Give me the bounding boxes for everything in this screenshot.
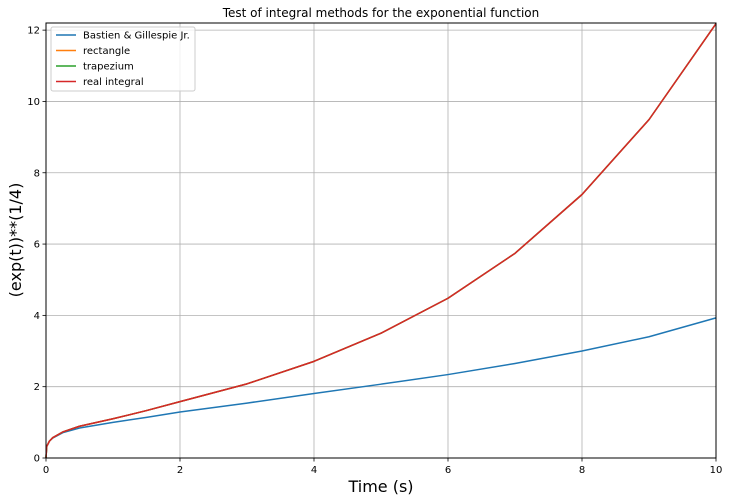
plot-frame [45,22,717,459]
x-tick-label: 10 [710,465,723,476]
y-tick-label: 2 [34,382,40,393]
legend-items: Bastien & Gillespie Jr. rectangle trapeziu… [56,31,190,88]
y-axis-label: (exp(t))**(1/4) [6,183,25,298]
legend-label-2: trapezium [83,62,134,73]
legend-box [50,26,196,92]
legend-label-3: real integral [83,77,144,88]
x-tick-label: 2 [177,465,183,476]
chart-title: Test of integral methods for the exponen… [222,6,540,20]
series-line-3 [45,23,717,459]
series-lines [45,23,717,459]
x-tick-label: 4 [311,465,317,476]
y-tick-label: 6 [34,240,40,251]
y-tick-label: 10 [27,97,40,108]
y-tick-label: 8 [34,168,40,179]
x-tick-label: 6 [445,465,451,476]
x-axis-ticks: 0 2 4 6 8 10 [43,458,723,476]
y-tick-label: 0 [34,454,40,465]
grid [45,23,717,459]
y-tick-label: 4 [34,311,40,322]
y-axis-ticks: 0 2 4 6 8 10 12 [27,26,46,465]
y-tick-label: 12 [27,26,40,37]
x-tick-label: 0 [43,465,49,476]
legend-label-0: Bastien & Gillespie Jr. [83,31,190,42]
legend: Bastien & Gillespie Jr. rectangle trapeziu… [50,26,196,92]
x-axis-label: Time (s) [347,477,413,496]
legend-label-1: rectangle [83,46,130,57]
x-tick-label: 8 [579,465,585,476]
